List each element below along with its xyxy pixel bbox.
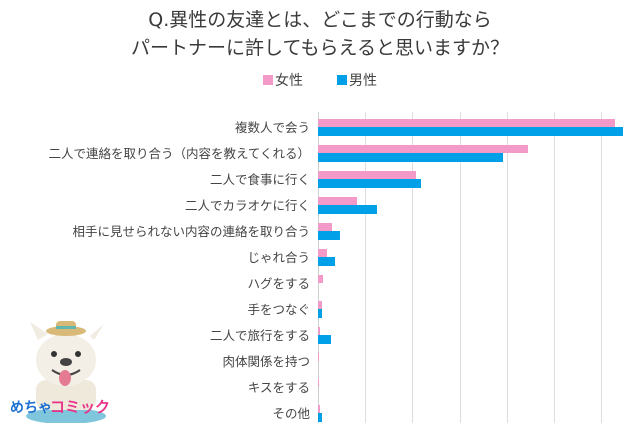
legend-swatch-male xyxy=(337,75,347,85)
category-label: 手をつなぐ xyxy=(247,302,310,317)
legend-swatch-female xyxy=(263,75,273,85)
bar-group xyxy=(318,353,634,371)
chart-title-line-2: パートナーに許してもらえると思いますか？ xyxy=(131,37,509,59)
legend-label-female: 女性 xyxy=(275,73,303,89)
bar-group xyxy=(318,249,634,267)
legend-item-male: 男性 xyxy=(337,70,377,90)
category-label: 二人で旅行をする xyxy=(209,328,310,343)
bar-female xyxy=(318,223,333,231)
gridline xyxy=(506,112,508,423)
category-label: その他 xyxy=(272,406,310,421)
legend-label-male: 男性 xyxy=(349,73,377,89)
category-label: 相手に見せられない内容の連絡を取り合う xyxy=(72,224,310,239)
bar-female xyxy=(318,119,615,127)
bar-male xyxy=(318,127,623,136)
bar-female xyxy=(318,171,417,179)
bar-group xyxy=(318,119,634,137)
bar-female xyxy=(318,275,324,283)
bar-male xyxy=(318,179,421,188)
bar-female xyxy=(318,249,327,257)
gridline xyxy=(459,112,461,423)
bar-group xyxy=(318,197,634,215)
plot-area xyxy=(318,112,634,423)
bar-female xyxy=(318,197,358,205)
gridline xyxy=(554,112,555,423)
category-label: 二人でカラオケに行く xyxy=(184,198,310,213)
bar-female xyxy=(318,379,319,387)
bar-female xyxy=(318,405,320,413)
bar-female xyxy=(318,327,320,335)
gridline xyxy=(412,112,414,423)
chart-title-line-1: Q.異性の友達とは、どこまでの行動なら xyxy=(148,9,492,31)
category-label: ハグをする xyxy=(247,276,310,291)
bar-group xyxy=(318,171,634,189)
gridline xyxy=(601,112,603,423)
bar-group xyxy=(318,275,634,293)
bar-female xyxy=(318,145,529,153)
bar-group xyxy=(318,301,634,319)
logo-text-right: コミック xyxy=(50,398,110,416)
logo-text-left: めちゃ xyxy=(10,400,52,416)
category-label: 複数人で会う xyxy=(234,120,310,135)
bar-group xyxy=(318,379,634,397)
category-label: 二人で連絡を取り合う（内容を教えてくれる） xyxy=(48,146,310,161)
mascot-dog-logo-icon: めちゃ コミック xyxy=(10,321,110,423)
bar-group xyxy=(318,145,634,163)
legend-item-female: 女性 xyxy=(263,70,303,90)
bar-group xyxy=(318,223,634,241)
bar-male xyxy=(318,205,377,214)
bar-male xyxy=(318,309,322,318)
bar-male xyxy=(318,335,332,344)
gridline xyxy=(365,112,367,423)
bar-male xyxy=(318,413,322,422)
category-label: じゃれ合う xyxy=(247,250,310,265)
bar-male xyxy=(318,231,341,240)
bar-male xyxy=(318,257,335,266)
category-label: キスをする xyxy=(247,380,310,395)
category-label: 肉体関係を持つ xyxy=(222,354,310,369)
y-axis-line xyxy=(318,112,319,423)
category-label: 二人で食事に行く xyxy=(209,172,310,187)
bar-group xyxy=(318,405,634,423)
bar-female xyxy=(318,301,322,309)
bar-group xyxy=(318,327,634,345)
legend: 女性 男性 xyxy=(0,70,640,90)
bar-male xyxy=(318,153,504,162)
bar-female xyxy=(318,353,319,361)
